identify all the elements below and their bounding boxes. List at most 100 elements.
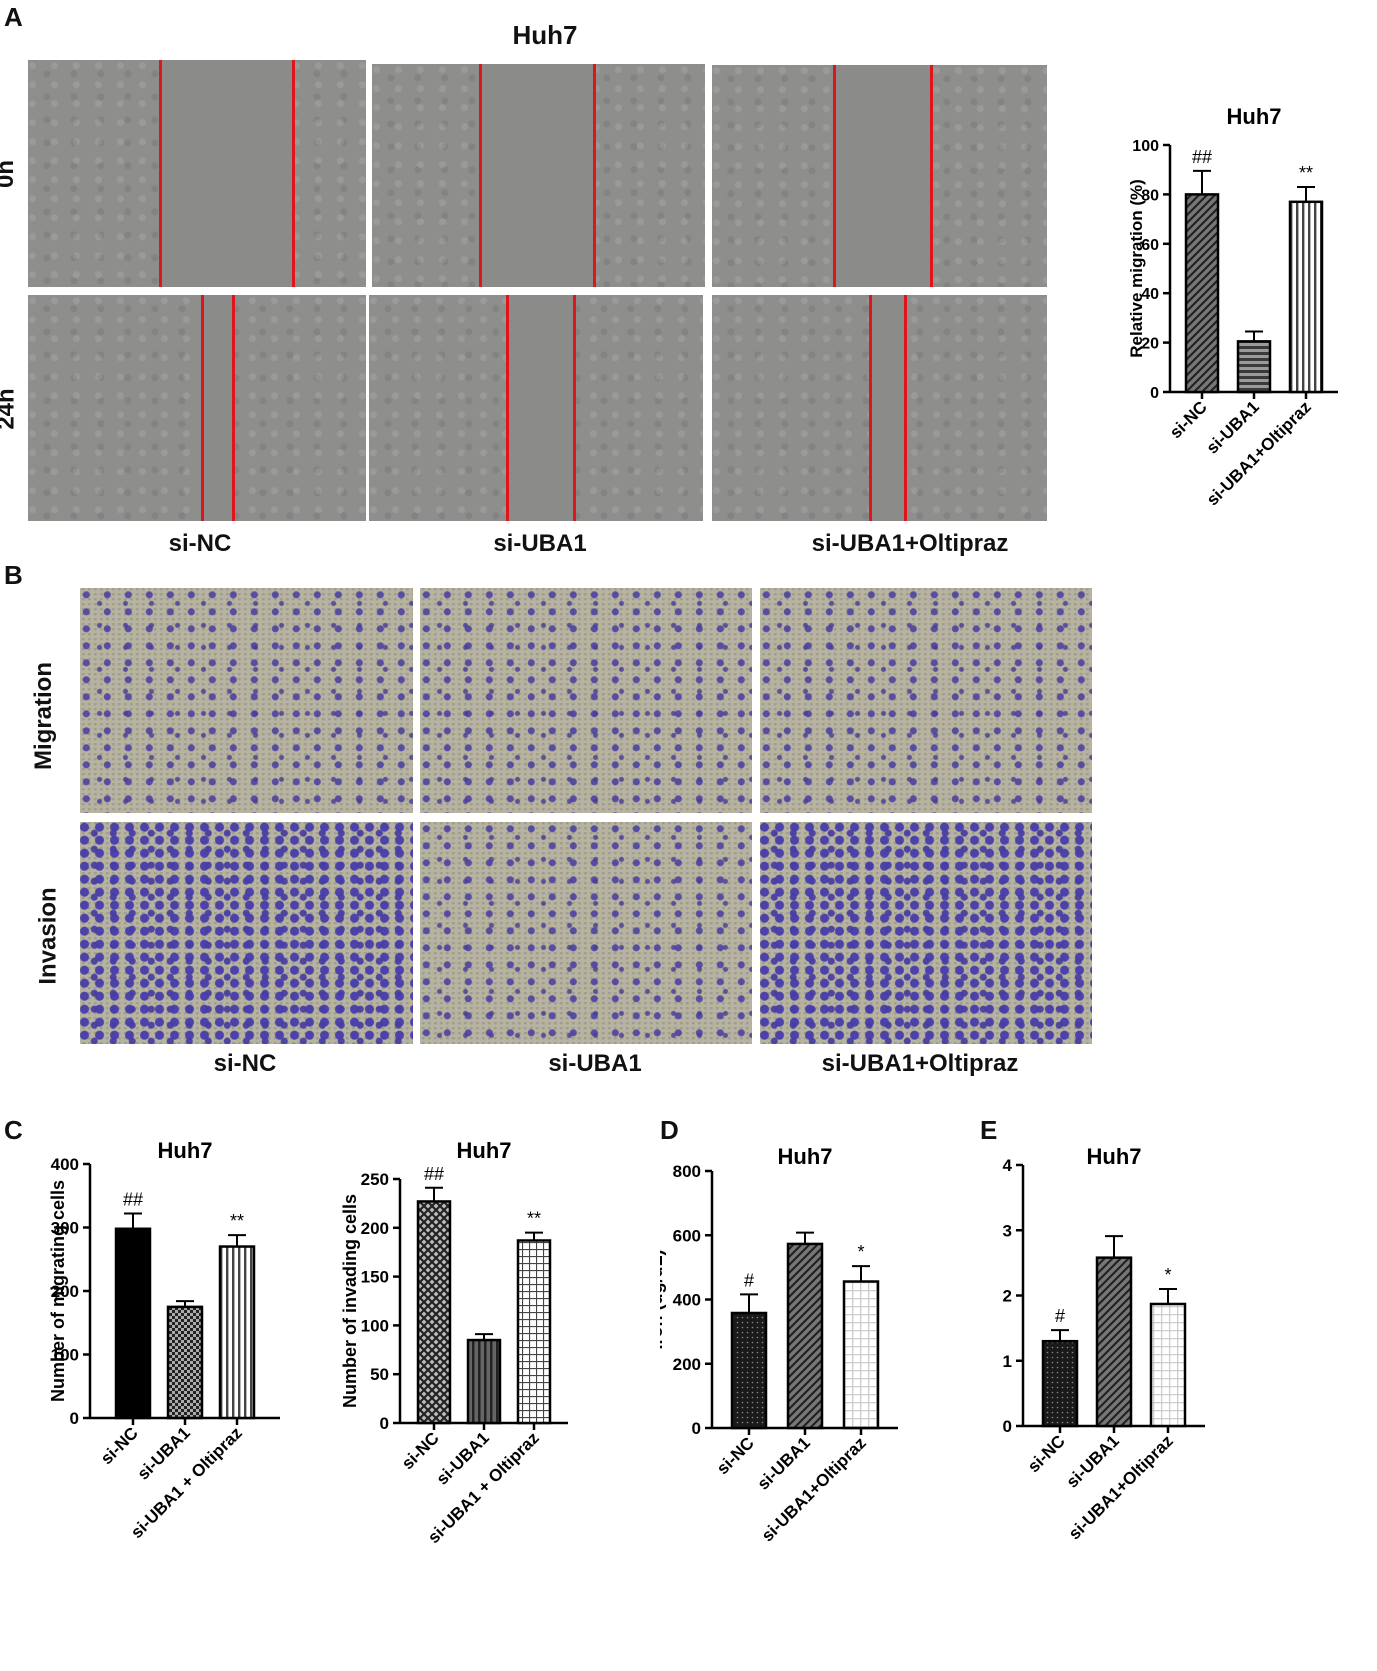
y-tick-label: 800 — [673, 1162, 701, 1181]
significance-mark: ** — [527, 1209, 541, 1229]
x-tick-label: si-UBA1+Oltipraz — [758, 1433, 870, 1545]
x-tick-label: si-UBA1+Oltipraz — [1065, 1431, 1177, 1543]
panel-a-image-title: Huh7 — [512, 20, 578, 50]
y-tick-label: 400 — [51, 1155, 79, 1174]
scratch-image-sinc-24h — [28, 295, 366, 521]
bar-1 — [416, 1200, 452, 1425]
x-tick-label: si-NC — [1166, 397, 1211, 442]
row-label-invasion: Invasion — [34, 887, 62, 985]
bar-chart-mda: Huh7MDA (nmol/mg)01234#si-NCsi-UBA1*si-U… — [1003, 1144, 1205, 1543]
transwell-migration-sinc — [80, 588, 413, 813]
bar-2 — [1095, 1256, 1133, 1428]
bar-3 — [842, 1280, 880, 1430]
transwell-migration-siuba1-oltipraz — [760, 588, 1092, 813]
y-axis-label: Number of migrating cells — [48, 1180, 68, 1402]
bar-2 — [786, 1242, 824, 1430]
scratch-image-siuba1-24h — [369, 295, 703, 521]
bar-chart-invading-cells: Huh7 Number of invading cells 0 50 100 150 200… — [340, 1138, 568, 1547]
bar-1 — [730, 1311, 768, 1430]
y-tick-label: 300 — [51, 1219, 79, 1238]
y-tick-label: 0 — [380, 1414, 389, 1433]
y-tick-label: 200 — [673, 1355, 701, 1374]
bar-2 — [166, 1305, 204, 1420]
y-tick-label: 0 — [1150, 385, 1159, 402]
chart-title: Huh7 — [158, 1138, 213, 1163]
y-tick-label: 80 — [1141, 187, 1159, 204]
y-tick-label: 1 — [1003, 1352, 1012, 1371]
transwell-invasion-siuba1 — [420, 822, 752, 1044]
bar-1 — [1184, 193, 1220, 394]
y-axis-label: Number of invading cells — [340, 1194, 360, 1408]
transwell-invasion-sinc — [80, 822, 413, 1044]
y-tick-label: 20 — [1141, 336, 1159, 353]
panel-letter-a: A — [4, 2, 23, 32]
significance-mark: ** — [1299, 163, 1313, 183]
col-label-a-sinc: si-NC — [168, 530, 232, 557]
chart-title: Huh7 — [778, 1144, 833, 1169]
col-label-a-siuba1-oltipraz: si-UBA1+Oltipraz — [811, 530, 1009, 557]
x-tick-label: si-NC — [1024, 1431, 1069, 1476]
significance-mark: # — [1055, 1306, 1065, 1326]
y-tick-label: 0 — [1003, 1417, 1012, 1436]
bar-3 — [218, 1245, 256, 1420]
panel-letter-d: D — [660, 1115, 679, 1145]
significance-mark: ## — [1192, 147, 1212, 167]
bar-2 — [1236, 340, 1272, 394]
scratch-image-sinc-0h — [28, 60, 366, 287]
bar-chart-iron: Huh7 Iron (ug/dL) 0 200 400 600 800 # si-NCsi-UB… — [660, 1144, 898, 1545]
col-label-b-siuba1: si-UBA1 — [548, 1050, 642, 1077]
y-tick-label: 400 — [673, 1291, 701, 1310]
y-tick-label: 600 — [673, 1226, 701, 1245]
scratch-image-siuba1-oltipraz-24h — [712, 295, 1047, 521]
y-tick-label: 150 — [361, 1268, 389, 1287]
col-label-b-sinc: si-NC — [213, 1050, 277, 1077]
bar-3 — [1149, 1302, 1187, 1428]
col-label-a-siuba1: si-UBA1 — [493, 530, 587, 557]
y-tick-label: 100 — [361, 1316, 389, 1335]
y-tick-label: 40 — [1141, 286, 1159, 303]
bar-2 — [466, 1338, 502, 1425]
panel-letter-e: E — [980, 1115, 998, 1145]
row-label-migration: Migration — [30, 662, 57, 770]
transwell-invasion-siuba1-oltipraz — [760, 822, 1092, 1044]
significance-mark: * — [857, 1242, 864, 1262]
significance-mark: # — [744, 1270, 754, 1290]
y-tick-label: 100 — [1132, 138, 1159, 155]
y-tick-label: 60 — [1141, 237, 1159, 254]
x-tick-label: si-NC — [713, 1433, 758, 1478]
chart-title: Huh7 — [1087, 1144, 1142, 1169]
transwell-migration-siuba1 — [420, 588, 752, 813]
y-tick-label: 200 — [51, 1282, 79, 1301]
y-tick-label: 50 — [370, 1365, 389, 1384]
bar-3 — [516, 1239, 552, 1425]
bar-1 — [1041, 1339, 1079, 1428]
significance-mark: ## — [123, 1190, 143, 1210]
y-axis-label: Iron (ug/dL) — [660, 1250, 666, 1350]
y-axis-label: Relative migration (%) — [1127, 179, 1146, 358]
bar-1 — [114, 1227, 152, 1420]
significance-mark: * — [1164, 1265, 1171, 1285]
scratch-image-siuba1-0h — [372, 64, 705, 287]
significance-mark: ** — [230, 1211, 244, 1231]
bar-chart-relative-migration: Huh7 Relative migration (%) 0 20 40 60 80 100 ##… — [1127, 104, 1338, 509]
col-label-b-siuba1-oltipraz: si-UBA1+Oltipraz — [821, 1050, 1019, 1077]
chart-title: Huh7 — [1227, 104, 1282, 129]
panel-letter-b: B — [4, 560, 23, 590]
y-tick-label: 0 — [692, 1419, 701, 1438]
y-tick-label: 2 — [1003, 1287, 1012, 1306]
y-tick-label: 0 — [70, 1409, 79, 1428]
chart-title: Huh7 — [457, 1138, 512, 1163]
panel-letter-c: C — [4, 1115, 23, 1145]
row-label-24h: 24h — [0, 388, 20, 430]
row-label-0h: 0h — [0, 159, 20, 189]
y-tick-label: 200 — [361, 1219, 389, 1238]
x-tick-label: si-NC — [398, 1428, 443, 1473]
x-tick-label: si-NC — [97, 1423, 142, 1468]
y-tick-label: 100 — [51, 1346, 79, 1365]
scratch-image-siuba1-oltipraz-0h — [712, 65, 1047, 287]
y-tick-label: 4 — [1003, 1156, 1013, 1175]
significance-mark: ## — [424, 1164, 444, 1184]
y-tick-label: 3 — [1003, 1221, 1012, 1240]
y-tick-label: 250 — [361, 1170, 389, 1189]
